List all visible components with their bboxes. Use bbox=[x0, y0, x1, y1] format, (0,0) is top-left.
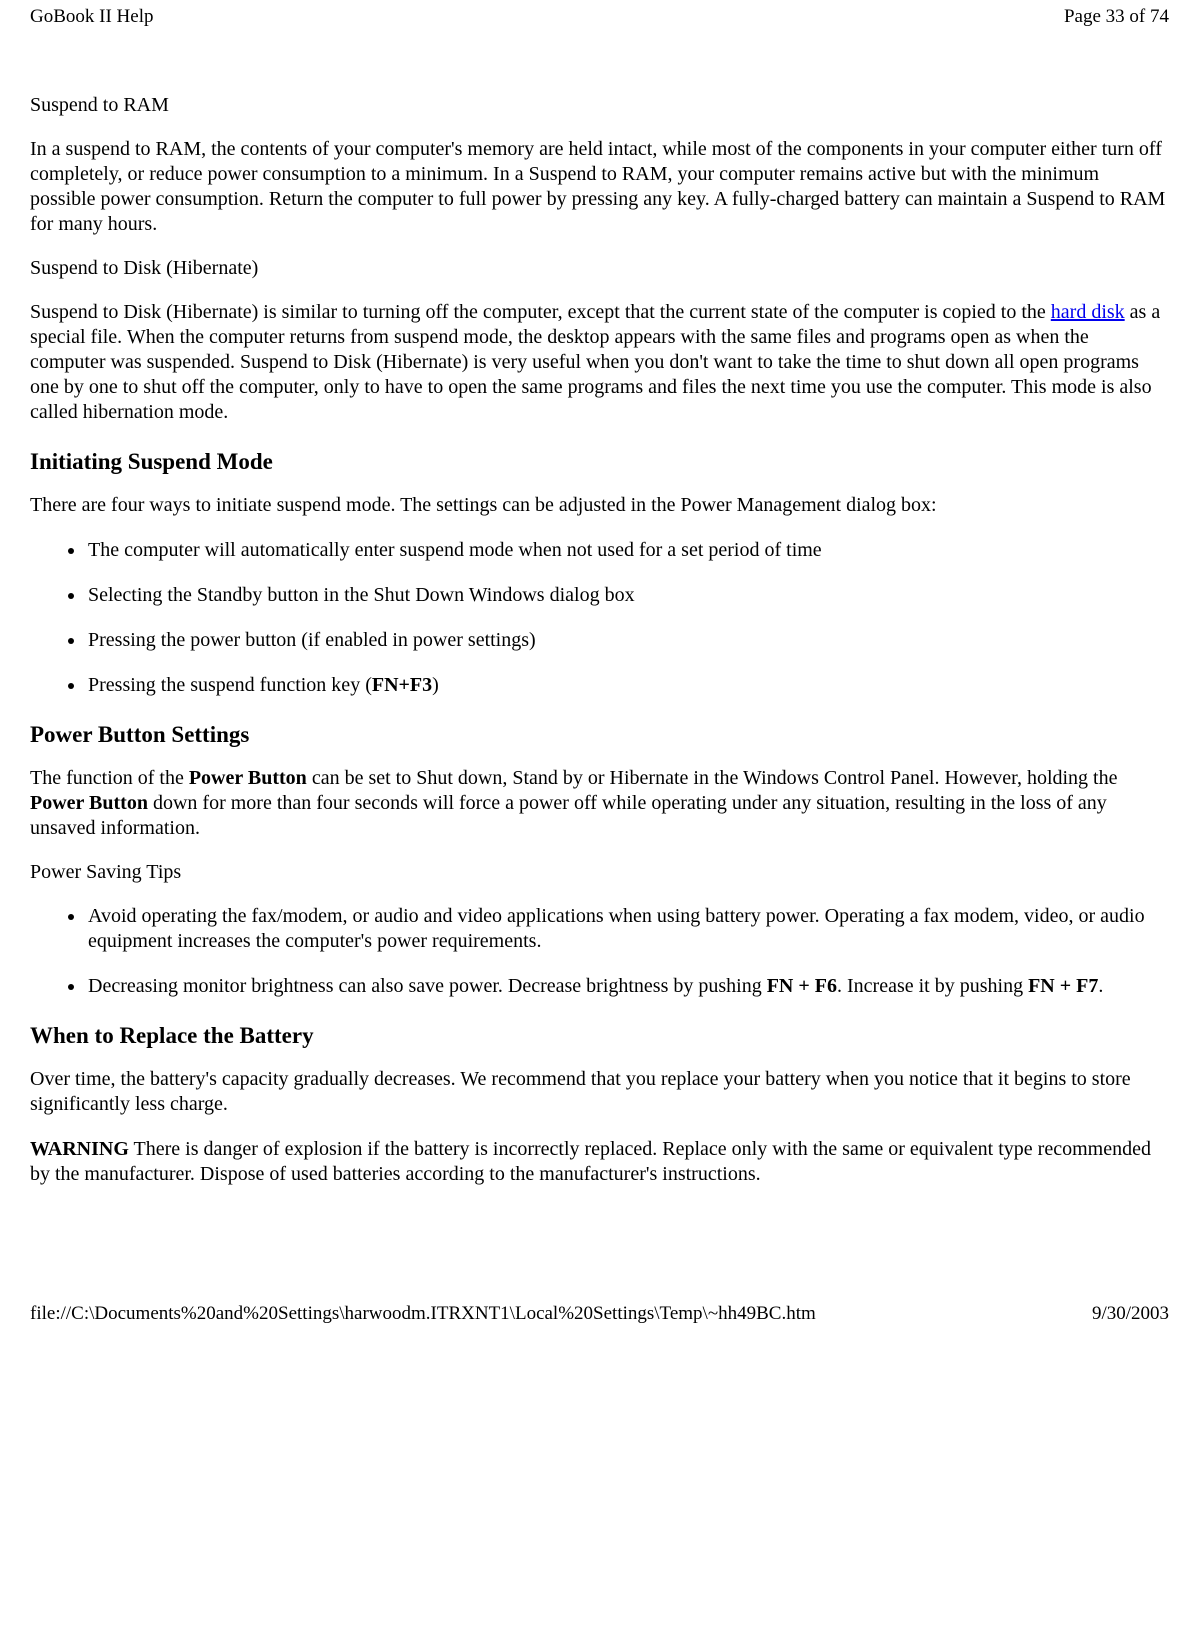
suspend-disk-title: Suspend to Disk (Hibernate) bbox=[30, 257, 1169, 280]
list-item: Avoid operating the fax/modem, or audio … bbox=[86, 904, 1169, 954]
footer-date: 9/30/2003 bbox=[1092, 1303, 1169, 1325]
header-page-number: Page 33 of 74 bbox=[1064, 6, 1169, 28]
pb-pre: The function of the bbox=[30, 767, 189, 789]
hard-disk-link[interactable]: hard disk bbox=[1051, 301, 1125, 323]
initiating-intro: There are four ways to initiate suspend … bbox=[30, 493, 1169, 518]
initiating-heading: Initiating Suspend Mode bbox=[30, 449, 1169, 475]
initiating-list: The computer will automatically enter su… bbox=[30, 538, 1169, 698]
power-button-heading: Power Button Settings bbox=[30, 722, 1169, 748]
list-item-post: ) bbox=[432, 674, 439, 696]
tips-title: Power Saving Tips bbox=[30, 861, 1169, 884]
power-button-para: The function of the Power Button can be … bbox=[30, 766, 1169, 841]
page-container: GoBook II Help Page 33 of 74 Suspend to … bbox=[0, 0, 1199, 1331]
list-item-pre: Pressing the suspend function key ( bbox=[88, 674, 372, 696]
battery-para: Over time, the battery's capacity gradua… bbox=[30, 1067, 1169, 1117]
tips-list: Avoid operating the fax/modem, or audio … bbox=[30, 904, 1169, 999]
footer-path: file://C:\Documents%20and%20Settings\har… bbox=[30, 1303, 816, 1325]
list-item: Selecting the Standby button in the Shut… bbox=[86, 583, 1169, 608]
header-title: GoBook II Help bbox=[30, 6, 153, 28]
tip2-mid: . Increase it by pushing bbox=[837, 975, 1028, 997]
pb-bold2: Power Button bbox=[30, 792, 148, 814]
list-item-bold: FN+F3 bbox=[372, 674, 432, 696]
list-item: The computer will automatically enter su… bbox=[86, 538, 1169, 563]
tip2-b2: FN + F7 bbox=[1028, 975, 1098, 997]
pb-post: down for more than four seconds will for… bbox=[30, 792, 1107, 839]
page-header: GoBook II Help Page 33 of 74 bbox=[30, 0, 1169, 34]
pb-mid: can be set to Shut down, Stand by or Hib… bbox=[307, 767, 1118, 789]
list-item: Pressing the suspend function key (FN+F3… bbox=[86, 673, 1169, 698]
suspend-ram-title: Suspend to RAM bbox=[30, 94, 1169, 117]
warning-label: WARNING bbox=[30, 1138, 129, 1160]
suspend-disk-pre: Suspend to Disk (Hibernate) is similar t… bbox=[30, 301, 1051, 323]
tip2-pre: Decreasing monitor brightness can also s… bbox=[88, 975, 767, 997]
page-footer: file://C:\Documents%20and%20Settings\har… bbox=[30, 1297, 1169, 1331]
list-item: Pressing the power button (if enabled in… bbox=[86, 628, 1169, 653]
battery-warning: WARNING There is danger of explosion if … bbox=[30, 1137, 1169, 1187]
suspend-ram-para: In a suspend to RAM, the contents of you… bbox=[30, 137, 1169, 237]
suspend-disk-para: Suspend to Disk (Hibernate) is similar t… bbox=[30, 300, 1169, 425]
battery-heading: When to Replace the Battery bbox=[30, 1023, 1169, 1049]
warning-text: There is danger of explosion if the batt… bbox=[30, 1138, 1151, 1185]
list-item: Decreasing monitor brightness can also s… bbox=[86, 974, 1169, 999]
pb-bold1: Power Button bbox=[189, 767, 307, 789]
tip2-b1: FN + F6 bbox=[767, 975, 837, 997]
tip2-post: . bbox=[1098, 975, 1103, 997]
